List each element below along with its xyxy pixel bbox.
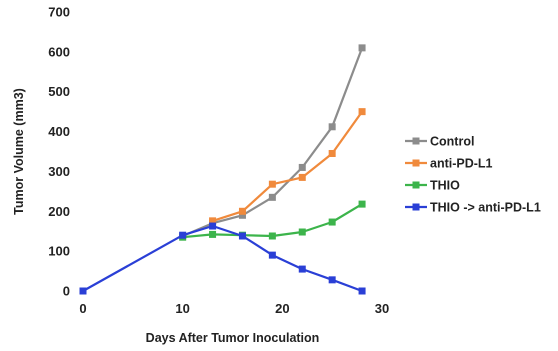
data-point <box>328 218 336 226</box>
x-tick-label: 10 <box>175 301 189 316</box>
data-point <box>328 149 336 157</box>
y-tick-label: 700 <box>48 5 70 20</box>
x-tick-label: 20 <box>275 301 289 316</box>
data-point <box>298 173 306 181</box>
data-series <box>79 44 366 295</box>
tick-labels: 0 100 200 300 400 500 600 700 0 10 20 30 <box>48 5 389 317</box>
data-point <box>358 44 366 52</box>
legend-item: anti-PD-L1 <box>405 157 493 171</box>
data-point <box>358 200 366 208</box>
data-point <box>298 228 306 236</box>
legend-marker <box>412 137 420 145</box>
data-point <box>328 276 336 284</box>
data-point <box>268 232 276 240</box>
y-tick-label: 200 <box>48 204 70 219</box>
y-tick-label: 0 <box>63 284 70 299</box>
x-tick-label: 0 <box>79 301 86 316</box>
legend: Control anti-PD-L1 THIO THIO -> anti-PD-L1 <box>405 135 541 215</box>
data-point <box>358 287 366 295</box>
data-point <box>268 193 276 201</box>
data-point <box>298 163 306 171</box>
legend-item: THIO -> anti-PD-L1 <box>405 201 541 215</box>
data-point <box>238 232 246 240</box>
y-axis-label: Tumor Volume (mm3) <box>12 88 26 215</box>
data-point <box>79 287 87 295</box>
data-point <box>358 108 366 116</box>
y-tick-label: 300 <box>48 164 70 179</box>
series-line <box>82 224 363 293</box>
legend-item: THIO <box>405 179 460 193</box>
legend-label: THIO <box>430 179 460 193</box>
x-axis-label: Days After Tumor Inoculation <box>146 331 320 345</box>
legend-marker <box>412 159 420 167</box>
y-tick-label: 600 <box>48 44 70 59</box>
data-point <box>179 231 187 239</box>
series-line <box>182 47 364 238</box>
legend-label: anti-PD-L1 <box>430 157 493 171</box>
legend-marker <box>412 203 420 211</box>
y-tick-label: 500 <box>48 84 70 99</box>
series-0 <box>179 44 366 240</box>
data-point <box>238 207 246 215</box>
y-tick-label: 100 <box>48 244 70 259</box>
data-point <box>209 217 217 225</box>
data-point <box>209 222 217 230</box>
legend-label: THIO -> anti-PD-L1 <box>430 201 541 215</box>
data-point <box>209 230 217 238</box>
series-1 <box>209 108 366 225</box>
series-line <box>212 110 363 222</box>
data-point <box>268 251 276 259</box>
series-2 <box>179 200 366 241</box>
x-tick-label: 30 <box>375 301 389 316</box>
y-tick-label: 400 <box>48 124 70 139</box>
data-point <box>268 180 276 188</box>
data-point <box>328 123 336 131</box>
legend-marker <box>412 181 420 189</box>
legend-item: Control <box>405 135 474 149</box>
data-point <box>238 211 246 219</box>
data-point <box>298 265 306 273</box>
series-3 <box>79 222 366 295</box>
legend-label: Control <box>430 135 474 149</box>
